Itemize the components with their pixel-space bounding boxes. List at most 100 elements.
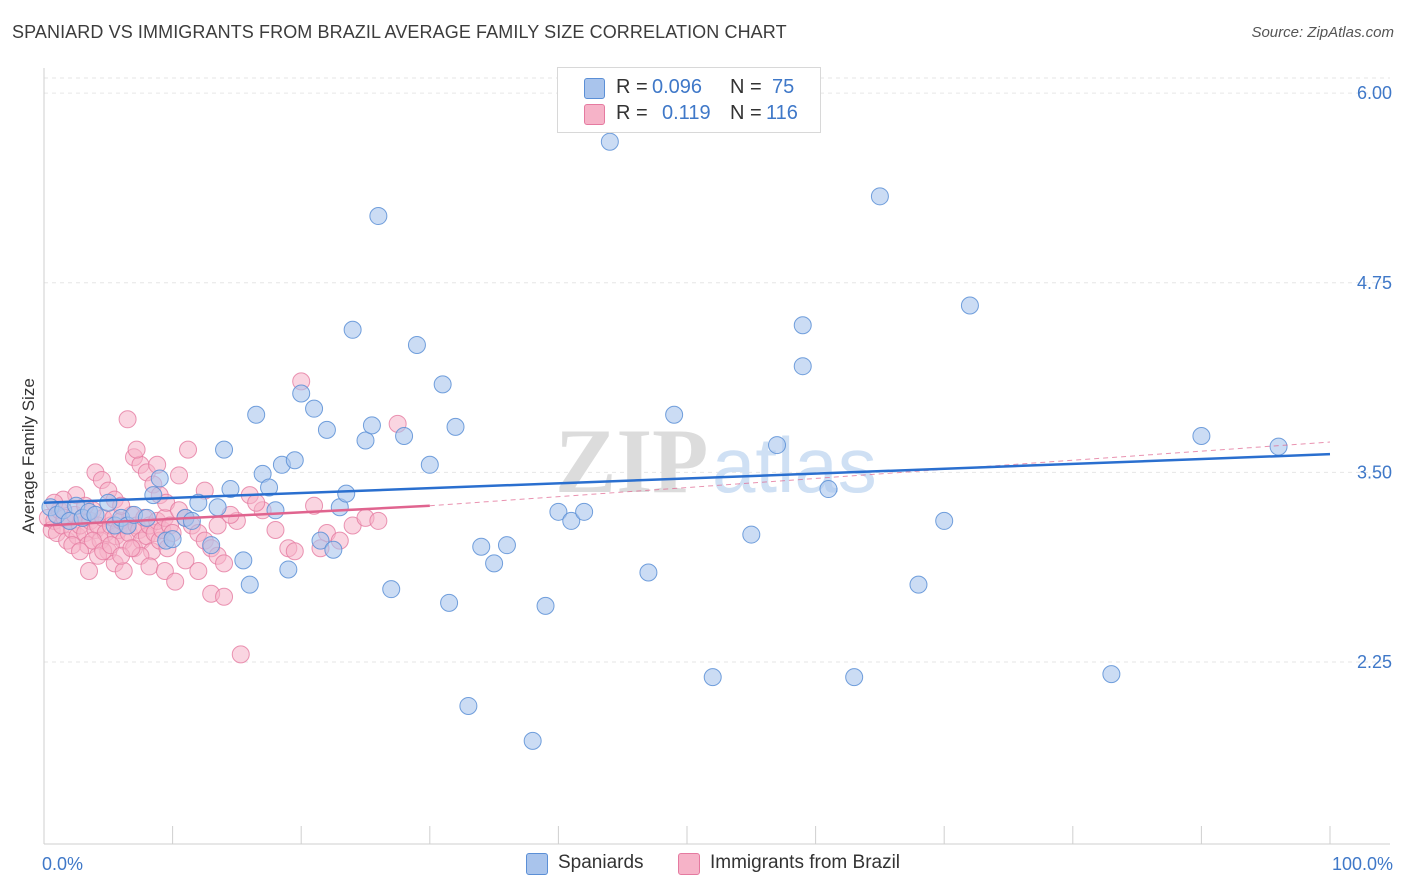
- data-point-spaniards: [1192, 426, 1211, 445]
- data-point-spaniards: [420, 455, 439, 474]
- data-point-spaniards: [549, 502, 568, 521]
- trend-extrapolation-brazil: [429, 441, 1331, 507]
- axes: [43, 68, 1390, 845]
- data-point-brazil: [71, 542, 90, 561]
- data-point-spaniards: [215, 440, 234, 459]
- trend-lines: [43, 441, 1331, 527]
- legend-n-value: 116: [766, 102, 798, 124]
- legend-r-label: R =: [616, 102, 648, 124]
- data-point-spaniards: [221, 480, 240, 499]
- x-tick-label-max: 100.0%: [1332, 854, 1393, 874]
- data-point-spaniards: [472, 537, 491, 556]
- data-point-spaniards: [99, 493, 118, 512]
- data-point-spaniards: [189, 493, 208, 512]
- data-point-spaniards: [742, 525, 761, 544]
- y-tick-label: 6.00: [1357, 83, 1392, 103]
- data-point-spaniards: [311, 531, 330, 550]
- data-point-brazil: [285, 542, 304, 561]
- data-point-brazil: [140, 557, 159, 576]
- data-point-spaniards: [137, 508, 156, 527]
- trend-line-spaniards: [43, 452, 1331, 504]
- data-point-brazil: [231, 645, 250, 664]
- data-point-spaniards: [362, 416, 381, 435]
- series-immigrants-from-brazil: [38, 372, 407, 664]
- data-point-spaniards: [793, 357, 812, 376]
- data-point-spaniards: [575, 502, 594, 521]
- data-point-spaniards: [819, 480, 838, 499]
- data-point-spaniards: [639, 563, 658, 582]
- data-point-brazil: [247, 493, 266, 512]
- data-point-brazil: [266, 521, 285, 540]
- data-point-spaniards: [382, 580, 401, 599]
- data-point-spaniards: [960, 296, 979, 315]
- data-point-spaniards: [497, 536, 516, 555]
- data-point-brazil: [215, 554, 234, 573]
- legend-n-label: N =: [730, 76, 762, 98]
- bottom-legend-swatch-blue: [526, 853, 548, 875]
- legend-r-value: 0.119: [662, 102, 711, 124]
- data-point-spaniards: [870, 187, 889, 206]
- data-point-brazil: [176, 551, 195, 570]
- data-point-spaniards: [324, 540, 343, 559]
- y-axis-label: Average Family Size: [19, 378, 38, 534]
- legend-swatch-blue: [584, 78, 605, 99]
- data-point-brazil: [127, 440, 146, 459]
- data-point-brazil: [369, 511, 388, 530]
- data-point-spaniards: [1269, 437, 1288, 456]
- data-point-spaniards: [523, 731, 542, 750]
- data-point-spaniards: [600, 132, 619, 151]
- data-point-brazil: [179, 440, 198, 459]
- axis-labels: 2.25 3.50 4.75 6.00 0.0% 100.0% Average Family…: [19, 83, 1393, 874]
- data-point-spaniards: [703, 668, 722, 687]
- data-point-spaniards: [369, 207, 388, 226]
- data-point-spaniards: [86, 505, 105, 524]
- bottom-legend-label-spaniards: Spaniards: [558, 852, 644, 873]
- data-point-brazil: [80, 561, 99, 580]
- data-point-spaniards: [665, 405, 684, 424]
- legend-n-value: 75: [772, 76, 795, 98]
- data-point-spaniards: [909, 575, 928, 594]
- data-point-spaniards: [485, 554, 504, 573]
- data-point-spaniards: [317, 420, 336, 439]
- data-point-spaniards: [536, 596, 555, 615]
- watermark-atlas: atlas: [712, 421, 877, 509]
- watermark: ZIP atlas: [555, 410, 877, 512]
- data-point-spaniards: [144, 486, 163, 505]
- series-spaniards: [41, 132, 1288, 750]
- data-point-brazil: [122, 539, 141, 558]
- legend-n-label: N =: [730, 102, 762, 124]
- trend-line-brazil: [43, 504, 430, 527]
- legend-r-label: R =: [616, 76, 648, 98]
- data-point-spaniards: [260, 478, 279, 497]
- data-point-spaniards: [202, 536, 221, 555]
- y-tick-label: 4.75: [1357, 273, 1392, 293]
- data-point-spaniards: [440, 593, 459, 612]
- data-point-brazil: [118, 410, 137, 429]
- data-point-brazil: [166, 572, 185, 591]
- data-point-spaniards: [433, 375, 452, 394]
- data-point-spaniards: [337, 484, 356, 503]
- chart-source: Source: ZipAtlas.com: [1251, 24, 1394, 41]
- data-point-spaniards: [768, 436, 787, 455]
- data-point-spaniards: [285, 451, 304, 470]
- data-point-spaniards: [208, 498, 227, 517]
- watermark-zip: ZIP: [555, 410, 708, 512]
- data-point-spaniards: [356, 431, 375, 450]
- y-tick-label: 2.25: [1357, 652, 1392, 672]
- data-point-spaniards: [407, 335, 426, 354]
- data-point-spaniards: [562, 511, 581, 530]
- data-point-spaniards: [845, 668, 864, 687]
- data-point-spaniards: [163, 530, 182, 549]
- data-point-spaniards: [395, 426, 414, 445]
- bottom-legend-swatch-pink: [678, 853, 700, 875]
- data-point-spaniards: [247, 405, 266, 424]
- data-point-spaniards: [793, 316, 812, 335]
- legend: R = 0.096 N = 75 R = 0.119 N = 116: [557, 67, 821, 133]
- data-point-brazil: [305, 496, 324, 515]
- data-point-spaniards: [266, 501, 285, 520]
- data-point-spaniards: [292, 384, 311, 403]
- data-point-spaniards: [935, 511, 954, 530]
- data-point-brazil: [189, 561, 208, 580]
- data-point-brazil: [170, 466, 189, 485]
